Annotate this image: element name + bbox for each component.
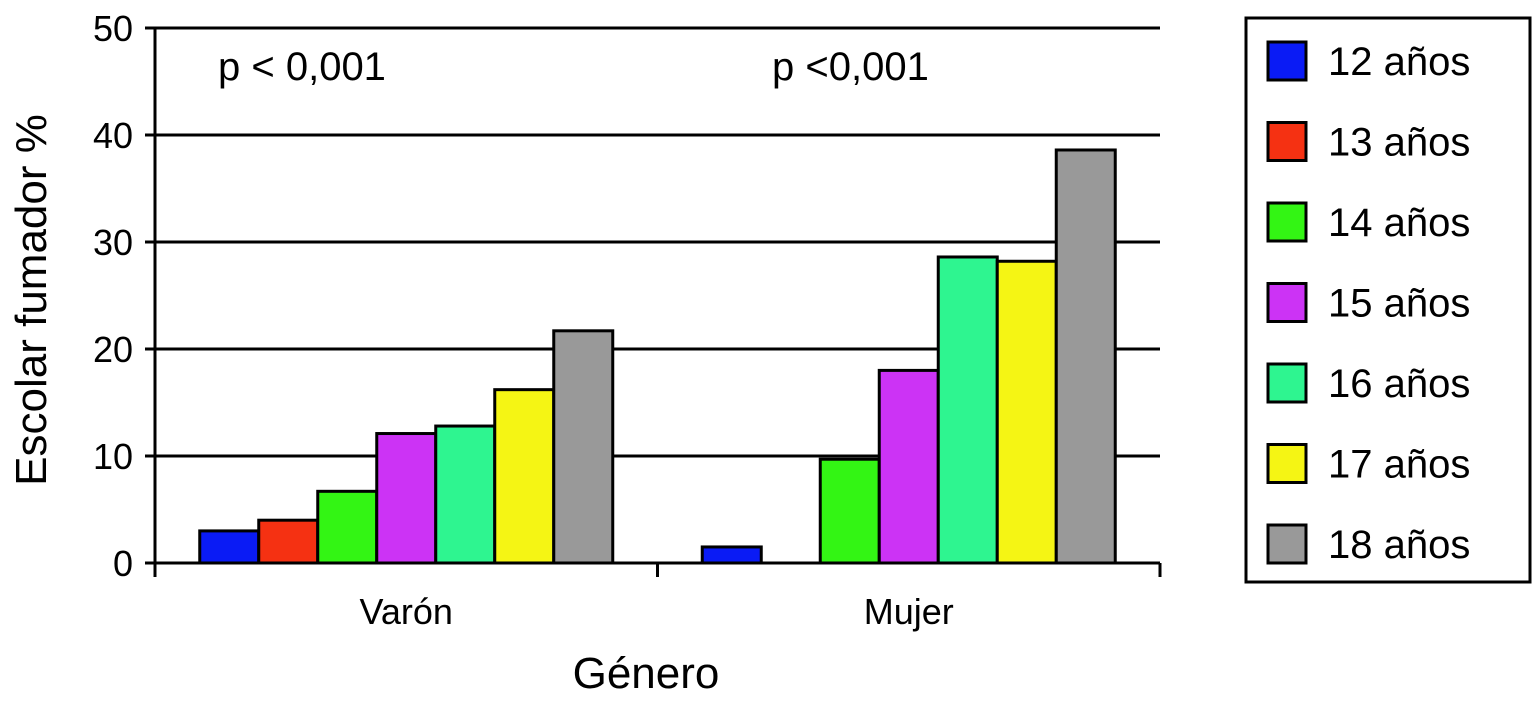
x-tick-labels: Varón Mujer	[360, 591, 954, 632]
legend-label-5: 17 años	[1328, 443, 1470, 487]
legend-swatch-4	[1266, 362, 1308, 404]
bar-Mujer-18-años	[1054, 148, 1117, 565]
y-tick-label-20: 20	[93, 329, 133, 370]
bar-Varón-18-años	[552, 329, 615, 565]
bar-Varón-17-años	[493, 388, 556, 565]
y-tick-label-50: 50	[93, 8, 133, 49]
legend: 12 años 13 años 14 años 15 años 16 años 17 añ…	[1266, 40, 1470, 567]
legend-swatch-1	[1266, 121, 1308, 162]
x-tick-label-0: Varón	[360, 591, 453, 632]
bar-Varón-16-años	[434, 424, 497, 565]
legend-swatch-6	[1266, 523, 1308, 565]
y-tick-labels: 0 10 20 30 40 50	[93, 8, 133, 584]
legend-swatch-5	[1266, 443, 1308, 484]
bar-Mujer-16-años	[936, 255, 999, 565]
y-tick-label-10: 10	[93, 436, 133, 477]
legend-swatch-0	[1266, 40, 1308, 82]
x-axis-title: Género	[573, 649, 720, 698]
bars	[198, 148, 1117, 565]
legend-label-0: 12 años	[1328, 40, 1470, 84]
bar-Varón-15-años	[375, 432, 438, 565]
annotation-mujer: p <0,001	[772, 45, 929, 89]
legend-label-2: 14 años	[1328, 201, 1470, 245]
bar-Mujer-15-años	[877, 368, 940, 565]
axes	[145, 26, 1162, 577]
legend-swatch-2	[1266, 201, 1308, 243]
legend-label-6: 18 años	[1328, 523, 1470, 567]
bar-Varón-12-años	[198, 529, 261, 565]
x-tick-label-1: Mujer	[864, 591, 954, 632]
y-tick-label-0: 0	[113, 543, 133, 584]
legend-label-4: 16 años	[1328, 362, 1470, 406]
bar-Mujer-12-años	[700, 545, 763, 565]
legend-swatch-3	[1266, 282, 1308, 323]
legend-label-1: 13 años	[1328, 121, 1470, 165]
y-axis-title: Escolar fumador %	[7, 114, 56, 486]
bar-Varón-13-años	[257, 518, 320, 565]
legend-label-3: 15 años	[1328, 282, 1470, 326]
bar-Varón-14-años	[316, 489, 379, 565]
bar-Mujer-14-años	[818, 457, 881, 565]
bar-Mujer-17-años	[995, 259, 1058, 565]
y-tick-label-40: 40	[93, 115, 133, 156]
y-tick-label-30: 30	[93, 222, 133, 263]
annotation-varon: p < 0,001	[218, 45, 386, 89]
